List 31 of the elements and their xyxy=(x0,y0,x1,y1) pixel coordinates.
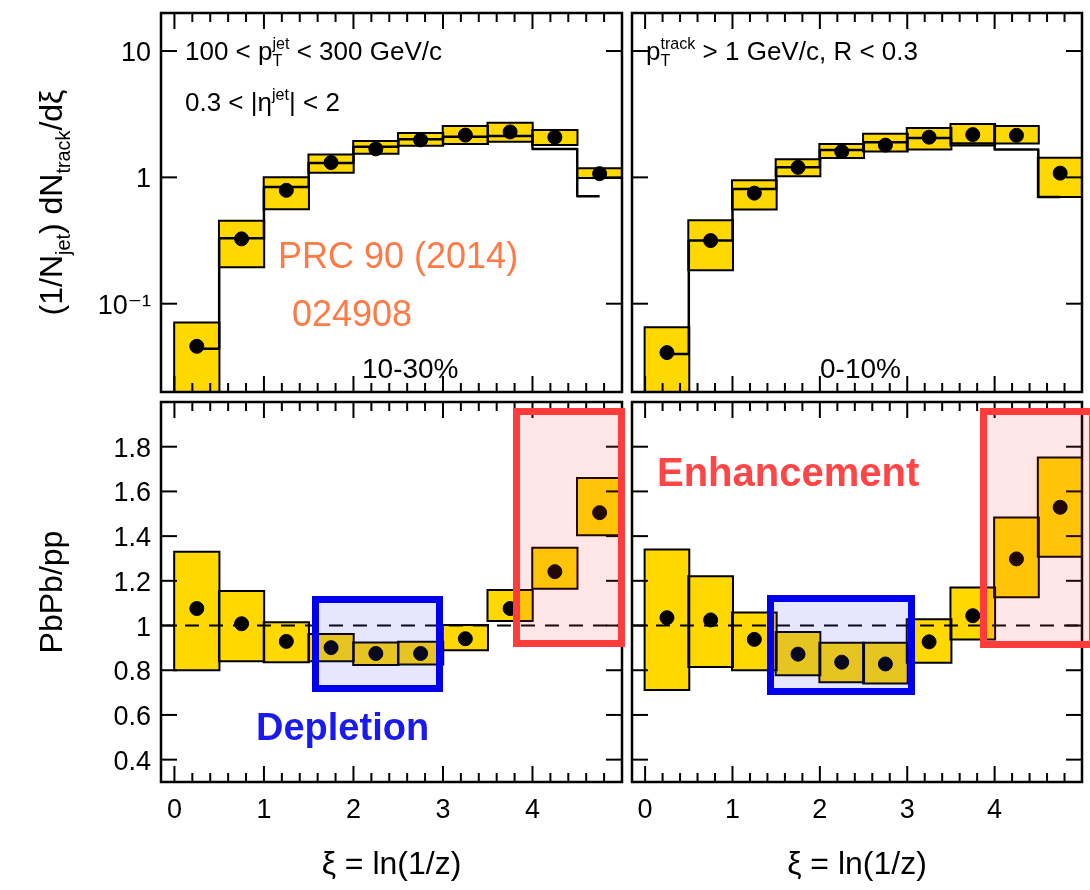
y-tick-label: 1.4 xyxy=(113,522,151,553)
y-tick-label: 10 xyxy=(120,37,151,68)
y-tick-label: 0.6 xyxy=(113,700,151,731)
y-axis-title: (1/Njet) dNtrack/dξ xyxy=(33,89,74,316)
annotation: 10-30% xyxy=(362,353,459,384)
x-tick-label: 4 xyxy=(987,794,1003,824)
y-tick-label: 1 xyxy=(135,163,151,194)
x-tick-label: 2 xyxy=(345,794,361,824)
y-tick-label: 0.4 xyxy=(113,745,151,776)
annotation: Enhancement xyxy=(657,450,920,494)
x-tick-label: 3 xyxy=(899,794,915,824)
x-tick-label: 2 xyxy=(812,794,828,824)
x-tick-label: 1 xyxy=(724,794,740,824)
y-tick-label: 1.8 xyxy=(113,432,151,463)
y-tick-label: 1.2 xyxy=(113,566,151,597)
x-tick-label: 4 xyxy=(524,794,540,824)
annotation: PRC 90 (2014) xyxy=(278,235,519,276)
y-tick-label: 1 xyxy=(135,611,151,642)
y-tick-label: 1.6 xyxy=(113,477,151,508)
annotation: 024908 xyxy=(292,293,413,334)
x-axis-title: ξ = ln(1/z) xyxy=(787,845,927,881)
annotation: 0-10% xyxy=(820,353,901,384)
y-tick-label: 0.8 xyxy=(113,656,151,687)
x-tick-label: 0 xyxy=(637,794,653,824)
y-tick-label: 10⁻¹ xyxy=(97,289,151,320)
x-tick-label: 0 xyxy=(166,794,182,824)
annotation: Depletion xyxy=(256,706,430,748)
x-axis-title: ξ = ln(1/z) xyxy=(321,845,462,881)
x-tick-label: 3 xyxy=(435,794,451,824)
x-tick-label: 1 xyxy=(256,794,272,824)
y-axis-title: PbPb/pp xyxy=(33,530,69,654)
